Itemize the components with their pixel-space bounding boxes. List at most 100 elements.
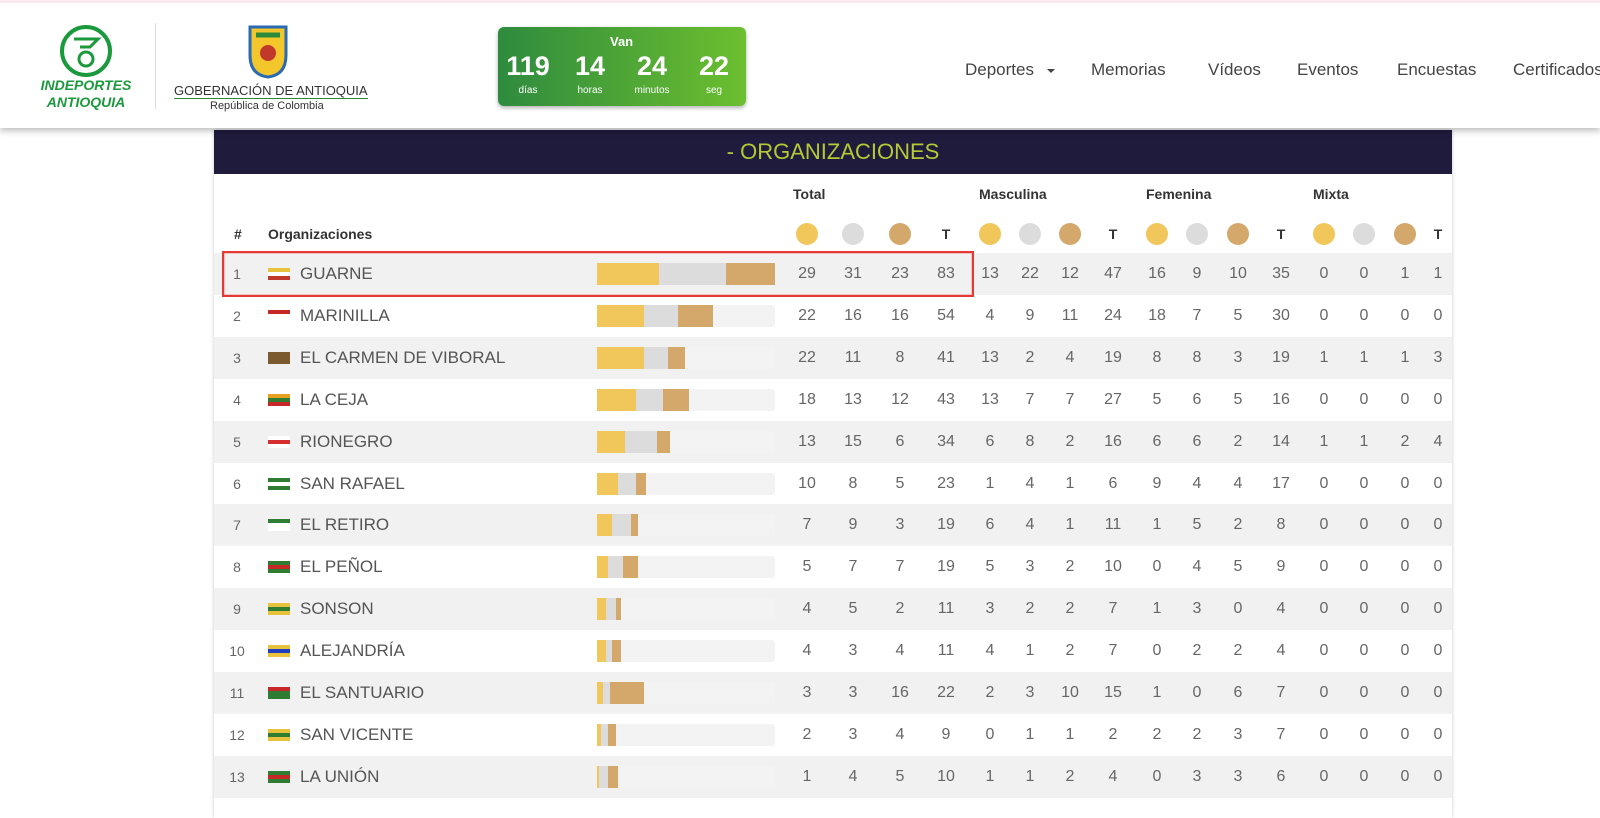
flag — [268, 603, 290, 616]
medal-count: 19 — [1104, 348, 1122, 366]
table-row — [214, 420, 1452, 463]
medal-count: 5 — [895, 474, 905, 492]
medal-count: 3 — [848, 684, 858, 701]
medal-count: 0 — [1433, 474, 1443, 492]
flag — [268, 268, 290, 280]
medal-count: 11 — [937, 642, 955, 660]
medal-count: 0 — [1400, 725, 1410, 743]
medal-count: 2 — [1065, 600, 1075, 618]
medal-count: 3 — [1233, 767, 1243, 785]
medal-bar — [657, 430, 670, 453]
nav-link[interactable]: Encuestas — [1397, 60, 1477, 79]
medal-count: 13 — [844, 390, 862, 408]
medal-count: 0 — [1319, 516, 1329, 534]
medal-count: 4 — [1276, 642, 1286, 660]
flag — [268, 309, 290, 322]
rank: 10 — [229, 643, 245, 660]
medal-count: 11 — [937, 600, 955, 618]
medal-bar — [616, 598, 621, 621]
countdown-value: 119 — [506, 51, 550, 81]
org-name: MARINILLA — [300, 305, 390, 325]
medal-count: 54 — [937, 306, 955, 324]
medal-count: 0 — [1152, 558, 1162, 576]
medal-count: 9 — [1152, 474, 1162, 492]
medal-count: 0 — [1359, 516, 1369, 534]
medal-count: 0 — [1319, 558, 1329, 576]
medal-bar — [663, 388, 690, 411]
medal-count: 11 — [1104, 516, 1122, 534]
total-header: T — [941, 226, 951, 242]
table-row — [214, 713, 1452, 756]
medal-bar — [603, 682, 610, 704]
nav-link[interactable]: Memorias — [1091, 60, 1166, 79]
medal-icon — [1019, 223, 1041, 245]
medal-count: 1 — [1319, 348, 1329, 366]
rank: 4 — [233, 391, 241, 408]
medal-icon — [1313, 223, 1335, 245]
rank: 7 — [233, 517, 241, 534]
medal-bar — [678, 304, 713, 327]
medal-bar — [597, 723, 602, 746]
medal-count: 29 — [798, 265, 816, 282]
medal-bar — [597, 263, 660, 285]
medal-count: 8 — [1152, 348, 1162, 366]
medal-count: 12 — [891, 390, 909, 408]
table-row — [214, 294, 1452, 337]
nav-link[interactable]: Deportes — [965, 60, 1034, 79]
rank: 6 — [233, 475, 241, 492]
logo-icon — [60, 25, 112, 77]
medal-count: 3 — [1233, 725, 1243, 743]
medal-count: 41 — [937, 348, 955, 366]
medal-count: 0 — [1152, 767, 1162, 785]
medal-count: 3 — [1025, 558, 1035, 576]
medal-count: 7 — [1108, 642, 1118, 660]
medal-count: 23 — [891, 265, 909, 282]
medal-count: 0 — [1359, 725, 1369, 743]
medal-count: 5 — [985, 558, 995, 576]
medal-count: 5 — [1233, 306, 1243, 324]
logo-line: INDEPORTES — [40, 77, 132, 93]
nav-link[interactable]: Vídeos — [1208, 60, 1261, 79]
medal-bar — [659, 263, 726, 285]
table-row — [214, 378, 1452, 421]
nav-link[interactable]: Certificados — [1513, 60, 1600, 79]
flag — [268, 477, 290, 490]
bar-track — [597, 640, 775, 663]
medal-count: 5 — [802, 558, 812, 576]
org-name: LA CEJA — [300, 389, 369, 409]
medal-count: 2 — [1065, 558, 1075, 576]
medal-count: 16 — [844, 306, 862, 324]
medal-count: 0 — [1400, 474, 1410, 492]
medal-count: 0 — [1400, 558, 1410, 576]
org-name: RIONEGRO — [300, 431, 393, 451]
medal-count: 43 — [937, 390, 955, 408]
table-row — [214, 504, 1452, 547]
medal-count: 12 — [1061, 265, 1079, 282]
medal-count: 7 — [802, 516, 812, 534]
medal-count: 7 — [1192, 306, 1202, 324]
medal-count: 2 — [1233, 432, 1243, 450]
medal-count: 0 — [1359, 558, 1369, 576]
medal-count: 0 — [1359, 474, 1369, 492]
table-row — [214, 588, 1452, 631]
total-header: T — [1108, 226, 1118, 242]
medal-bar — [644, 346, 668, 369]
medal-count: 19 — [1272, 348, 1290, 366]
medal-count: 0 — [1400, 642, 1410, 660]
medal-count: 8 — [895, 348, 905, 366]
medal-count: 4 — [802, 600, 812, 618]
medal-count: 0 — [985, 725, 995, 743]
medal-count: 13 — [981, 390, 999, 408]
medal-bar — [725, 263, 775, 285]
medal-count: 7 — [1276, 725, 1286, 743]
medal-count: 2 — [1025, 348, 1035, 366]
medal-count: 0 — [1192, 684, 1202, 701]
medal-count: 0 — [1233, 600, 1243, 618]
medal-count: 3 — [985, 600, 995, 618]
medal-count: 9 — [941, 725, 951, 743]
medal-icon — [1186, 223, 1208, 245]
medal-count: 18 — [1148, 306, 1166, 324]
nav-link[interactable]: Eventos — [1297, 60, 1359, 79]
medal-count: 7 — [1108, 600, 1118, 618]
table-row — [214, 672, 1452, 714]
